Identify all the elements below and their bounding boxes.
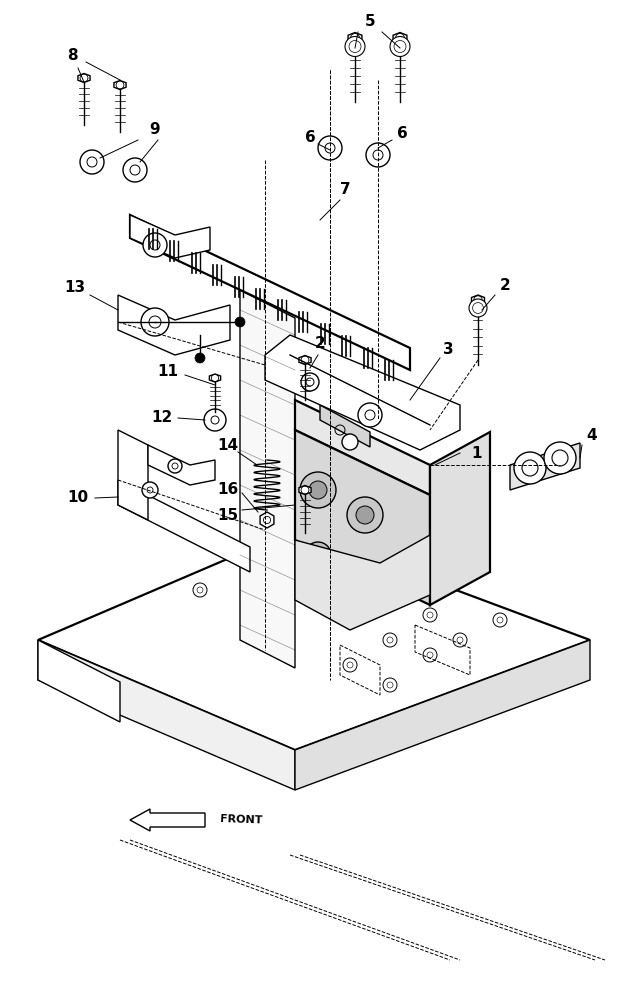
Circle shape (318, 136, 342, 160)
Polygon shape (295, 640, 590, 790)
Polygon shape (299, 486, 311, 494)
Circle shape (514, 452, 546, 484)
Circle shape (80, 150, 104, 174)
Circle shape (300, 472, 336, 508)
Circle shape (383, 633, 397, 647)
Circle shape (141, 308, 169, 336)
Circle shape (204, 409, 226, 431)
Circle shape (342, 434, 358, 450)
Text: 15: 15 (217, 508, 238, 522)
Circle shape (366, 143, 390, 167)
Polygon shape (393, 32, 407, 43)
Text: 4: 4 (586, 428, 597, 442)
Text: 8: 8 (67, 47, 77, 62)
Circle shape (309, 481, 327, 499)
FancyArrow shape (130, 809, 205, 831)
Polygon shape (38, 530, 590, 750)
Circle shape (193, 583, 207, 597)
Polygon shape (209, 374, 221, 382)
Circle shape (301, 373, 319, 391)
Polygon shape (348, 32, 362, 43)
Circle shape (142, 482, 158, 498)
Circle shape (356, 506, 374, 524)
Circle shape (305, 542, 331, 568)
Polygon shape (295, 400, 430, 495)
Text: 16: 16 (217, 483, 239, 497)
Circle shape (143, 233, 167, 257)
Polygon shape (118, 480, 250, 572)
Polygon shape (130, 215, 210, 258)
Polygon shape (510, 443, 580, 490)
Polygon shape (118, 295, 230, 355)
Polygon shape (299, 356, 311, 364)
Text: 1: 1 (471, 446, 482, 460)
Polygon shape (118, 430, 148, 520)
Text: 7: 7 (339, 182, 350, 198)
Circle shape (195, 353, 205, 363)
Polygon shape (471, 295, 485, 305)
Text: 2: 2 (315, 336, 325, 351)
Polygon shape (78, 74, 90, 83)
Circle shape (493, 613, 507, 627)
Text: 3: 3 (442, 342, 453, 358)
Polygon shape (38, 640, 120, 722)
Text: 12: 12 (152, 410, 173, 426)
Circle shape (342, 560, 368, 586)
Polygon shape (295, 430, 430, 605)
Circle shape (263, 613, 277, 627)
Circle shape (347, 497, 383, 533)
Text: 2: 2 (500, 277, 511, 292)
Circle shape (312, 549, 324, 561)
Polygon shape (240, 290, 295, 668)
Circle shape (544, 442, 576, 474)
Text: 10: 10 (68, 490, 88, 506)
Text: 11: 11 (157, 364, 178, 379)
Circle shape (423, 648, 437, 662)
Text: 6: 6 (397, 125, 408, 140)
Circle shape (123, 158, 147, 182)
Circle shape (235, 317, 245, 327)
Circle shape (469, 299, 487, 317)
Circle shape (358, 403, 382, 427)
Polygon shape (130, 215, 410, 370)
Polygon shape (114, 81, 126, 90)
Polygon shape (265, 335, 460, 450)
Circle shape (345, 36, 365, 56)
Polygon shape (148, 445, 215, 485)
Circle shape (423, 608, 437, 622)
Circle shape (349, 567, 361, 579)
Circle shape (390, 36, 410, 56)
Polygon shape (430, 432, 490, 605)
Text: 14: 14 (217, 438, 238, 452)
Text: 13: 13 (64, 280, 85, 296)
Text: FRONT: FRONT (220, 814, 263, 826)
Polygon shape (38, 640, 295, 790)
Circle shape (453, 633, 467, 647)
Polygon shape (320, 405, 370, 447)
Circle shape (168, 459, 182, 473)
Circle shape (383, 678, 397, 692)
Polygon shape (295, 535, 430, 630)
Circle shape (343, 658, 357, 672)
Text: 9: 9 (150, 122, 161, 137)
Text: 5: 5 (365, 14, 375, 29)
Polygon shape (260, 512, 274, 528)
Text: 6: 6 (305, 130, 315, 145)
